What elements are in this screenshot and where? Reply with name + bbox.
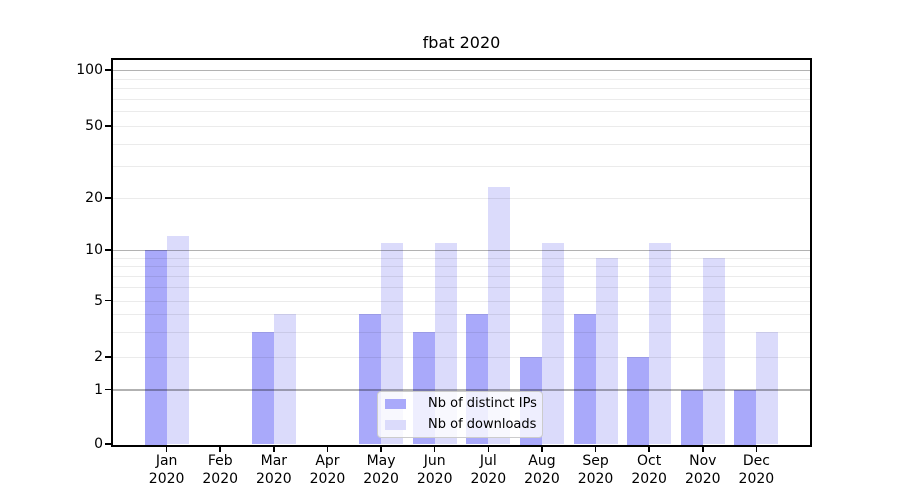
x-tick-mark-aug: [541, 447, 543, 452]
y-tick-mark-5: [105, 299, 112, 302]
y-tick-mark-20: [105, 197, 112, 199]
x-tick-label-feb: Feb 2020: [202, 453, 239, 487]
plot-area: Nb of distinct IPs Nb of downloads: [111, 58, 812, 447]
x-tick-mark-oct: [648, 447, 650, 452]
bar-distinct-ips-oct: [627, 357, 650, 445]
bar-downloads-jan: [166, 236, 189, 445]
y-tick-label-0: 0: [94, 436, 103, 452]
bar-downloads-dec: [756, 331, 779, 445]
x-tick-mark-may: [380, 447, 382, 452]
x-tick-mark-nov: [701, 447, 704, 452]
x-tick-label-jan: Jan 2020: [148, 453, 185, 487]
bar-distinct-ips-jan: [144, 250, 167, 445]
y-tick-label-50: 50: [85, 118, 103, 134]
y-tick-mark-1: [105, 388, 112, 391]
bar-distinct-ips-sep: [573, 314, 596, 445]
bars-layer: [113, 60, 810, 445]
bar-downloads-sep: [595, 257, 618, 445]
bar-downloads-aug: [541, 242, 564, 445]
bar-distinct-ips-mar: [251, 331, 274, 445]
x-tick-mark-jul: [487, 447, 490, 452]
x-tick-label-apr: Apr 2020: [309, 453, 346, 487]
x-tick-label-jul: Jul 2020: [470, 453, 507, 487]
legend-swatch-distinct-ips: [385, 399, 406, 409]
bar-distinct-ips-dec: [734, 389, 757, 445]
x-tick-label-nov: Nov 2020: [684, 453, 721, 487]
y-tick-mark-50: [105, 125, 112, 127]
x-tick-mark-feb: [219, 447, 222, 452]
x-tick-mark-jan: [165, 447, 168, 452]
y-tick-mark-0: [105, 443, 112, 445]
x-tick-mark-apr: [326, 447, 329, 452]
bar-downloads-jul: [488, 187, 511, 445]
legend-swatch-downloads: [385, 420, 406, 430]
x-tick-mark-jun: [433, 447, 436, 452]
y-tick-mark-100: [105, 69, 112, 71]
chart-title: fbat 2020: [422, 33, 501, 52]
x-tick-label-mar: Mar 2020: [256, 453, 292, 487]
y-tick-label-5: 5: [94, 292, 103, 309]
bar-distinct-ips-may: [359, 314, 382, 445]
y-tick-label-100: 100: [76, 62, 103, 78]
x-tick-label-aug: Aug 2020: [524, 453, 560, 487]
legend-entry-distinct-ips: Nb of distinct IPs: [385, 396, 537, 412]
bar-downloads-oct: [649, 242, 672, 445]
x-tick-mark-mar: [273, 447, 275, 452]
x-tick-label-sep: Sep 2020: [577, 453, 614, 487]
x-tick-mark-sep: [594, 447, 597, 452]
legend: Nb of distinct IPs Nb of downloads: [377, 391, 543, 438]
y-tick-label-20: 20: [85, 190, 103, 206]
x-tick-label-jun: Jun 2020: [416, 453, 453, 487]
y-tick-label-2: 2: [94, 349, 103, 365]
x-tick-mark-dec: [755, 447, 758, 452]
x-tick-label-dec: Dec 2020: [738, 453, 775, 487]
legend-label-distinct-ips: Nb of distinct IPs: [428, 396, 537, 411]
legend-label-downloads: Nb of downloads: [428, 417, 537, 432]
y-tick-mark-10: [105, 249, 112, 251]
y-tick-label-10: 10: [85, 242, 103, 258]
legend-entry-downloads: Nb of downloads: [385, 417, 537, 433]
y-tick-mark-2: [105, 356, 112, 358]
y-tick-label-1: 1: [94, 381, 103, 398]
x-tick-label-oct: Oct 2020: [631, 453, 667, 487]
bar-distinct-ips-nov: [680, 389, 703, 445]
x-tick-label-may: May 2020: [363, 453, 399, 487]
bar-downloads-nov: [702, 257, 725, 445]
bar-downloads-mar: [273, 314, 296, 445]
